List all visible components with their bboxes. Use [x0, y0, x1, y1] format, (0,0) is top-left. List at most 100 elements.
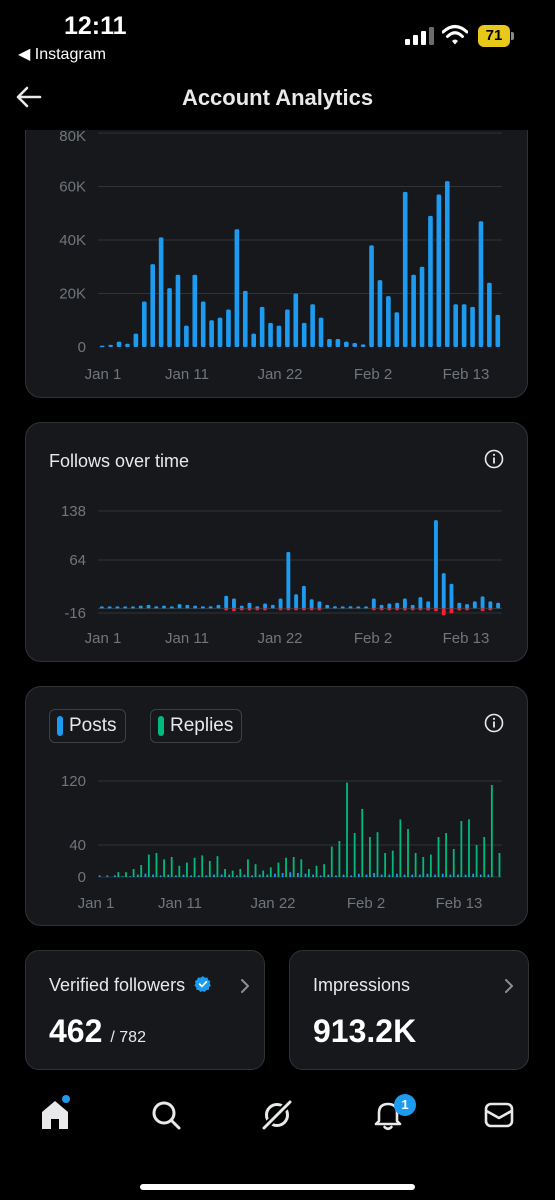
replies-bar — [262, 870, 265, 877]
follows-gain-bar — [371, 598, 376, 609]
follows-gain-bar — [496, 602, 501, 609]
follows-gain-bar — [278, 598, 283, 609]
impressions-bar — [99, 345, 105, 348]
impressions-bar — [108, 344, 113, 347]
replies-bar — [285, 857, 287, 877]
posts-bar — [380, 874, 383, 877]
impressions-bar — [461, 304, 467, 347]
impressions-bar — [226, 309, 231, 347]
follows-loss-bar — [309, 608, 314, 611]
replies-bar — [140, 865, 143, 877]
wifi-icon — [442, 25, 468, 45]
impressions-bar — [360, 344, 366, 347]
impressions-bar — [377, 280, 383, 347]
posts-bar — [159, 875, 162, 877]
y-tick-label: 40K — [59, 232, 86, 249]
impressions-bar — [175, 274, 181, 347]
replies-bar — [269, 867, 272, 877]
follows-chart-title: Follows over time — [49, 451, 190, 471]
posts-replies-chart-card: Posts Replies 120 40 0 Jan 1 Jan 11 Jan 22 Feb… — [25, 686, 528, 926]
follows-gain-bar — [123, 606, 128, 609]
x-tick-label: Jan 11 — [165, 630, 209, 647]
posts-bar — [335, 875, 337, 877]
posts-bar — [197, 875, 200, 877]
impressions-bar — [343, 341, 349, 347]
follows-gain-bar — [270, 604, 275, 609]
follows-gain-bar — [193, 605, 198, 609]
search-icon[interactable] — [148, 1097, 184, 1133]
replies-bar — [147, 854, 150, 877]
follows-loss-bar — [371, 608, 376, 611]
follows-gain-bar — [99, 606, 104, 609]
impressions-bar — [402, 191, 408, 347]
posts-bar — [228, 874, 231, 877]
cellular-signal-icon — [405, 27, 434, 45]
impressions-bar — [116, 341, 122, 347]
info-icon[interactable] — [484, 449, 504, 469]
x-tick-label: Feb 13 — [443, 630, 490, 647]
replies-bar — [178, 865, 181, 877]
impressions-bar — [268, 322, 273, 347]
messages-envelope-icon[interactable] — [481, 1097, 517, 1133]
posts-bar — [220, 874, 223, 877]
replies-bar — [437, 837, 440, 877]
back-arrow-icon[interactable] — [14, 82, 44, 112]
svg-text:80K: 80K — [59, 129, 86, 143]
follows-loss-bar — [426, 608, 431, 611]
impressions-chart: 60K 40K 20K 0 Jan 1 Jan 11 Jan 22 Feb 2 Feb 13 — [59, 132, 502, 383]
posts-bar — [411, 874, 414, 877]
replies-bar — [384, 853, 387, 877]
impressions-bar — [192, 274, 198, 347]
posts-bar — [472, 873, 475, 877]
y-tick-label: 40 — [69, 837, 86, 854]
bottom-tab-bar — [0, 1085, 555, 1149]
grok-icon[interactable] — [259, 1097, 295, 1133]
replies-bar — [315, 865, 318, 877]
follows-loss-bar — [247, 608, 252, 611]
follows-loss-bar — [317, 608, 322, 611]
impressions-bar — [125, 343, 130, 347]
verified-followers-card[interactable]: Verified followers 462/ 782 — [25, 950, 265, 1070]
follows-gain-bar — [294, 594, 299, 609]
replies-bar — [132, 869, 135, 877]
posts-bar — [289, 872, 292, 877]
y-tick-label: 120 — [61, 773, 86, 790]
follows-loss-bar — [449, 608, 454, 614]
impressions-bar — [394, 312, 400, 347]
follows-loss-bar — [224, 608, 229, 611]
impressions-bar — [158, 237, 164, 347]
replies-bar — [346, 782, 348, 877]
posts-bar — [98, 875, 101, 877]
posts-bar — [327, 874, 330, 877]
x-tick-label: Jan 22 — [257, 366, 302, 383]
follows-gain-bar — [162, 605, 166, 609]
legend-replies[interactable]: Replies — [150, 709, 243, 743]
back-to-app-link[interactable]: ◀ Instagram — [18, 46, 106, 63]
impressions-card[interactable]: Impressions 913.2K — [289, 950, 529, 1070]
home-icon[interactable] — [37, 1097, 73, 1133]
posts-bar — [426, 873, 429, 877]
follows-loss-bar — [301, 608, 306, 611]
posts-bar — [396, 873, 398, 877]
posts-bar — [373, 873, 375, 877]
impressions-bar — [209, 320, 214, 347]
info-icon[interactable] — [484, 713, 504, 733]
replies-swatch — [158, 716, 164, 736]
follows-loss-bar — [278, 608, 283, 611]
x-tick-label: Jan 1 — [78, 895, 115, 912]
follows-gain-bar — [239, 605, 244, 609]
follows-gain-bar — [333, 606, 337, 609]
replies-bar — [399, 819, 402, 877]
follows-loss-bar — [410, 608, 415, 611]
follows-chart-card: Follows over time 138 64 -16 Jan 1 Jan 11 Jan… — [25, 422, 528, 662]
follows-gain-bar — [154, 606, 159, 609]
x-tick-label: Jan 11 — [158, 895, 202, 912]
x-tick-label: Feb 2 — [347, 895, 385, 912]
legend-posts[interactable]: Posts — [49, 709, 126, 743]
replies-bar — [300, 859, 303, 877]
battery-indicator: 71 — [478, 25, 516, 47]
replies-bar — [475, 845, 478, 877]
page-title: Account Analytics — [181, 85, 374, 110]
replies-bar — [254, 864, 257, 877]
impressions-bar — [310, 304, 315, 347]
